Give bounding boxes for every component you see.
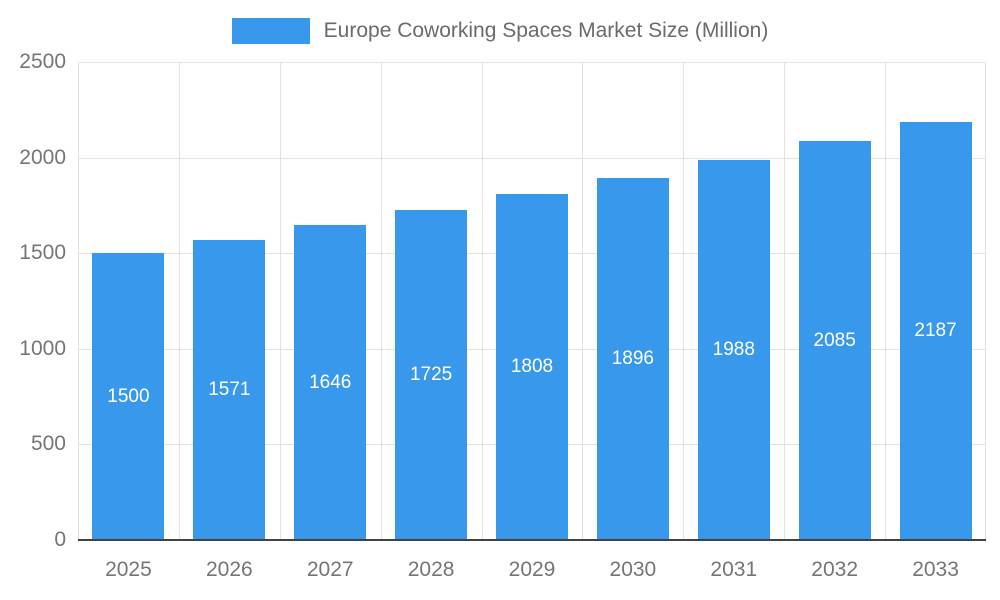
- x-tick-label: 2026: [205, 558, 253, 581]
- y-tick-label: 0: [54, 528, 66, 551]
- x-tick-label: 2029: [508, 558, 556, 581]
- gridline-vertical: [784, 62, 785, 540]
- bar-value-label: 1808: [510, 356, 554, 378]
- bar-value-label: 2187: [914, 319, 957, 341]
- y-tick-label: 500: [30, 432, 66, 456]
- gridline-vertical: [78, 62, 79, 540]
- gridline-vertical: [280, 62, 281, 540]
- x-tick-label: 2027: [306, 558, 354, 581]
- bar: 1571: [193, 239, 266, 540]
- gridline-vertical: [985, 62, 986, 540]
- x-tick-label: 2032: [811, 558, 859, 581]
- y-tick-label: 1500: [19, 241, 66, 265]
- gridline-vertical: [482, 62, 483, 540]
- bar-value-label: 1725: [409, 364, 453, 386]
- gridline-vertical: [582, 62, 583, 540]
- x-tick-label: 2031: [710, 558, 758, 581]
- x-tick-label: 2033: [912, 558, 959, 581]
- legend-swatch: [231, 18, 310, 44]
- y-tick-label: 2500: [19, 50, 66, 73]
- bar: 1725: [395, 210, 468, 540]
- bar: 1988: [697, 159, 770, 540]
- gridline-vertical: [381, 62, 382, 540]
- gridline-vertical: [179, 62, 180, 540]
- bar: 2187: [899, 121, 972, 540]
- bar: 1646: [294, 225, 367, 540]
- bar: 1896: [596, 177, 669, 540]
- bar-value-label: 1571: [208, 378, 251, 400]
- bar: 2085: [798, 141, 871, 540]
- gridline-horizontal: [78, 62, 986, 63]
- bar-value-label: 1896: [611, 347, 655, 369]
- x-tick-label: 2028: [407, 558, 455, 581]
- x-tick-label: 2025: [105, 558, 152, 581]
- x-tick-label: 2030: [609, 558, 657, 581]
- bar-value-label: 1646: [309, 371, 352, 393]
- bar-value-label: 1500: [107, 385, 150, 407]
- bar: 1500: [92, 253, 165, 540]
- bar-value-label: 2085: [813, 329, 856, 351]
- bar: 1808: [496, 194, 568, 540]
- gridline-horizontal: [78, 157, 986, 159]
- bar-value-label: 1988: [712, 338, 755, 360]
- chart-legend: Europe Coworking Spaces Market Size (Mil…: [0, 16, 1000, 46]
- y-tick-label: 1000: [19, 336, 66, 360]
- gridline-vertical: [885, 62, 886, 540]
- x-axis-line: [78, 539, 986, 541]
- gridline-vertical: [683, 62, 684, 540]
- y-tick-label: 2000: [19, 145, 66, 169]
- plot-area: 0 500 1000 1500 2000 2500 1500 2025 1571 2026 1646…: [19, 50, 986, 581]
- chart-title: Europe Coworking Spaces Market Size (Mil…: [323, 19, 769, 42]
